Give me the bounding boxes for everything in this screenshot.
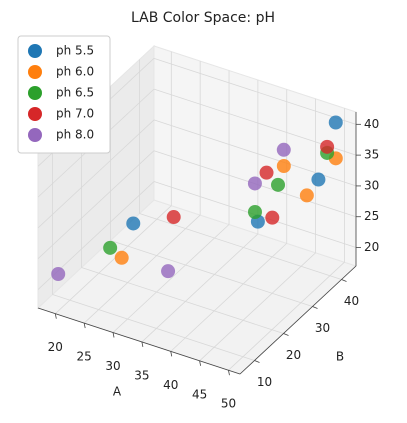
point — [247, 205, 262, 220]
point — [276, 142, 291, 157]
x-tick — [54, 313, 57, 319]
x-tick-label: 40 — [163, 378, 178, 392]
point — [271, 177, 286, 192]
x-tick — [83, 323, 86, 329]
y-tick — [254, 360, 260, 363]
z-tick-label: 30 — [364, 178, 379, 192]
grid-line — [83, 214, 201, 324]
grid-line — [153, 57, 357, 125]
grid-line — [141, 233, 259, 343]
x-tick — [170, 351, 173, 357]
point — [328, 115, 343, 130]
x-tick — [112, 332, 115, 338]
y-tick-label: 20 — [286, 348, 301, 362]
y-tick-label: 40 — [344, 294, 359, 308]
point — [114, 250, 129, 265]
grid-line — [37, 150, 155, 260]
x-tick-label: 20 — [48, 340, 63, 354]
x-tick — [228, 370, 230, 376]
point — [103, 240, 118, 255]
point — [259, 165, 274, 180]
grid-line — [199, 252, 316, 362]
y-tick — [283, 333, 289, 336]
y-tick-label: 30 — [315, 321, 330, 335]
y-tick — [312, 306, 318, 309]
legend-marker — [28, 65, 42, 79]
point — [311, 172, 326, 187]
point — [276, 158, 291, 173]
legend-marker — [28, 44, 42, 58]
legend-label: ph 6.0 — [56, 65, 94, 79]
x-tick-label: 35 — [134, 368, 149, 382]
point — [126, 216, 141, 231]
z-tick-label: 20 — [364, 240, 379, 254]
y-tick — [341, 279, 347, 282]
point — [299, 188, 314, 203]
point — [166, 210, 181, 225]
grid-line — [112, 224, 230, 333]
chart-title: LAB Color Space: pH — [131, 10, 275, 26]
z-tick-label: 25 — [364, 209, 379, 223]
y-tick-label: 10 — [257, 375, 272, 389]
x-tick-label: 30 — [105, 359, 120, 373]
legend-label: ph 5.5 — [56, 44, 94, 58]
legend-marker — [28, 107, 42, 121]
legend-label: ph 7.0 — [56, 107, 94, 121]
legend-label: ph 8.0 — [56, 128, 94, 142]
x-axis-label: A — [113, 385, 122, 399]
point — [320, 139, 335, 154]
grid-line — [55, 205, 172, 314]
x-tick-label: 25 — [77, 350, 92, 364]
legend-box — [17, 35, 111, 154]
point — [247, 176, 262, 191]
legend: ph 5.5 ph 6.0 ph 6.5 ph 7.0 ph 8.0 — [17, 35, 111, 154]
y-axis-label: B — [336, 350, 344, 364]
legend-label: ph 6.5 — [56, 86, 94, 100]
y-axis — [239, 265, 357, 375]
grid-line — [110, 240, 313, 307]
x-tick — [141, 341, 144, 348]
grid-line — [52, 294, 255, 361]
x-tick-label: 45 — [192, 387, 207, 401]
grid-line — [139, 213, 342, 280]
z-tick-label: 35 — [364, 148, 379, 162]
grid-line — [81, 267, 284, 334]
legend-marker — [28, 86, 42, 100]
z-tick-label: 40 — [364, 117, 379, 131]
point — [51, 266, 66, 281]
grid-line — [37, 119, 155, 229]
x-tick-label: 50 — [221, 397, 236, 411]
point — [161, 264, 176, 279]
x-tick — [199, 360, 201, 366]
point — [265, 210, 280, 225]
x-axis — [37, 307, 241, 375]
grid-line — [170, 243, 288, 352]
legend-marker — [28, 128, 42, 142]
grid-line — [228, 261, 345, 371]
